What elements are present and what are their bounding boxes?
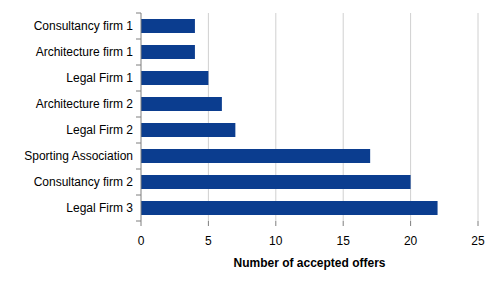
- tick-label: 0: [138, 234, 145, 248]
- category-label: Architecture firm 2: [36, 97, 134, 111]
- x-axis-label: Number of accepted offers: [233, 256, 385, 270]
- category-tick: [136, 143, 141, 144]
- category-label: Sporting Association: [24, 149, 133, 163]
- tick-mark: [410, 221, 411, 226]
- tick-mark: [141, 221, 142, 226]
- category-label: Architecture firm 1: [36, 45, 134, 59]
- grid-line: [275, 13, 276, 221]
- bar: [141, 201, 438, 215]
- category-tick: [136, 91, 141, 92]
- grid-line: [208, 13, 209, 221]
- tick-mark: [208, 221, 209, 226]
- bar: [141, 149, 370, 163]
- bar: [141, 45, 195, 59]
- category-tick: [136, 221, 141, 222]
- grid-line: [478, 13, 479, 221]
- category-tick: [136, 117, 141, 118]
- category-label: Consultancy firm 2: [34, 175, 134, 189]
- category-tick: [136, 169, 141, 170]
- category-label: Legal Firm 2: [66, 123, 133, 137]
- grid-line: [410, 13, 411, 221]
- bar: [141, 175, 411, 189]
- chart: 0 5 10 15 20 25 Consultancy firm 1 Architecture…: [0, 0, 499, 282]
- tick-mark: [275, 221, 276, 226]
- category-tick: [136, 13, 141, 14]
- category-tick: [136, 39, 141, 40]
- category-label: Legal Firm 3: [66, 201, 133, 215]
- category-label: Legal Firm 1: [66, 71, 133, 85]
- bars: [141, 19, 438, 215]
- tick-label: 15: [337, 234, 351, 248]
- tick-label: 5: [205, 234, 212, 248]
- tick-mark: [343, 221, 344, 226]
- category-label: Consultancy firm 1: [34, 19, 134, 33]
- category-tick: [136, 195, 141, 196]
- bar: [141, 123, 235, 137]
- grid-line: [343, 13, 344, 221]
- tick-mark: [478, 221, 479, 226]
- category-tick: [136, 65, 141, 66]
- bar: [141, 71, 208, 85]
- tick-label: 25: [471, 234, 485, 248]
- bar: [141, 97, 222, 111]
- tick-label: 10: [269, 234, 283, 248]
- tick-label: 20: [404, 234, 418, 248]
- bar: [141, 19, 195, 33]
